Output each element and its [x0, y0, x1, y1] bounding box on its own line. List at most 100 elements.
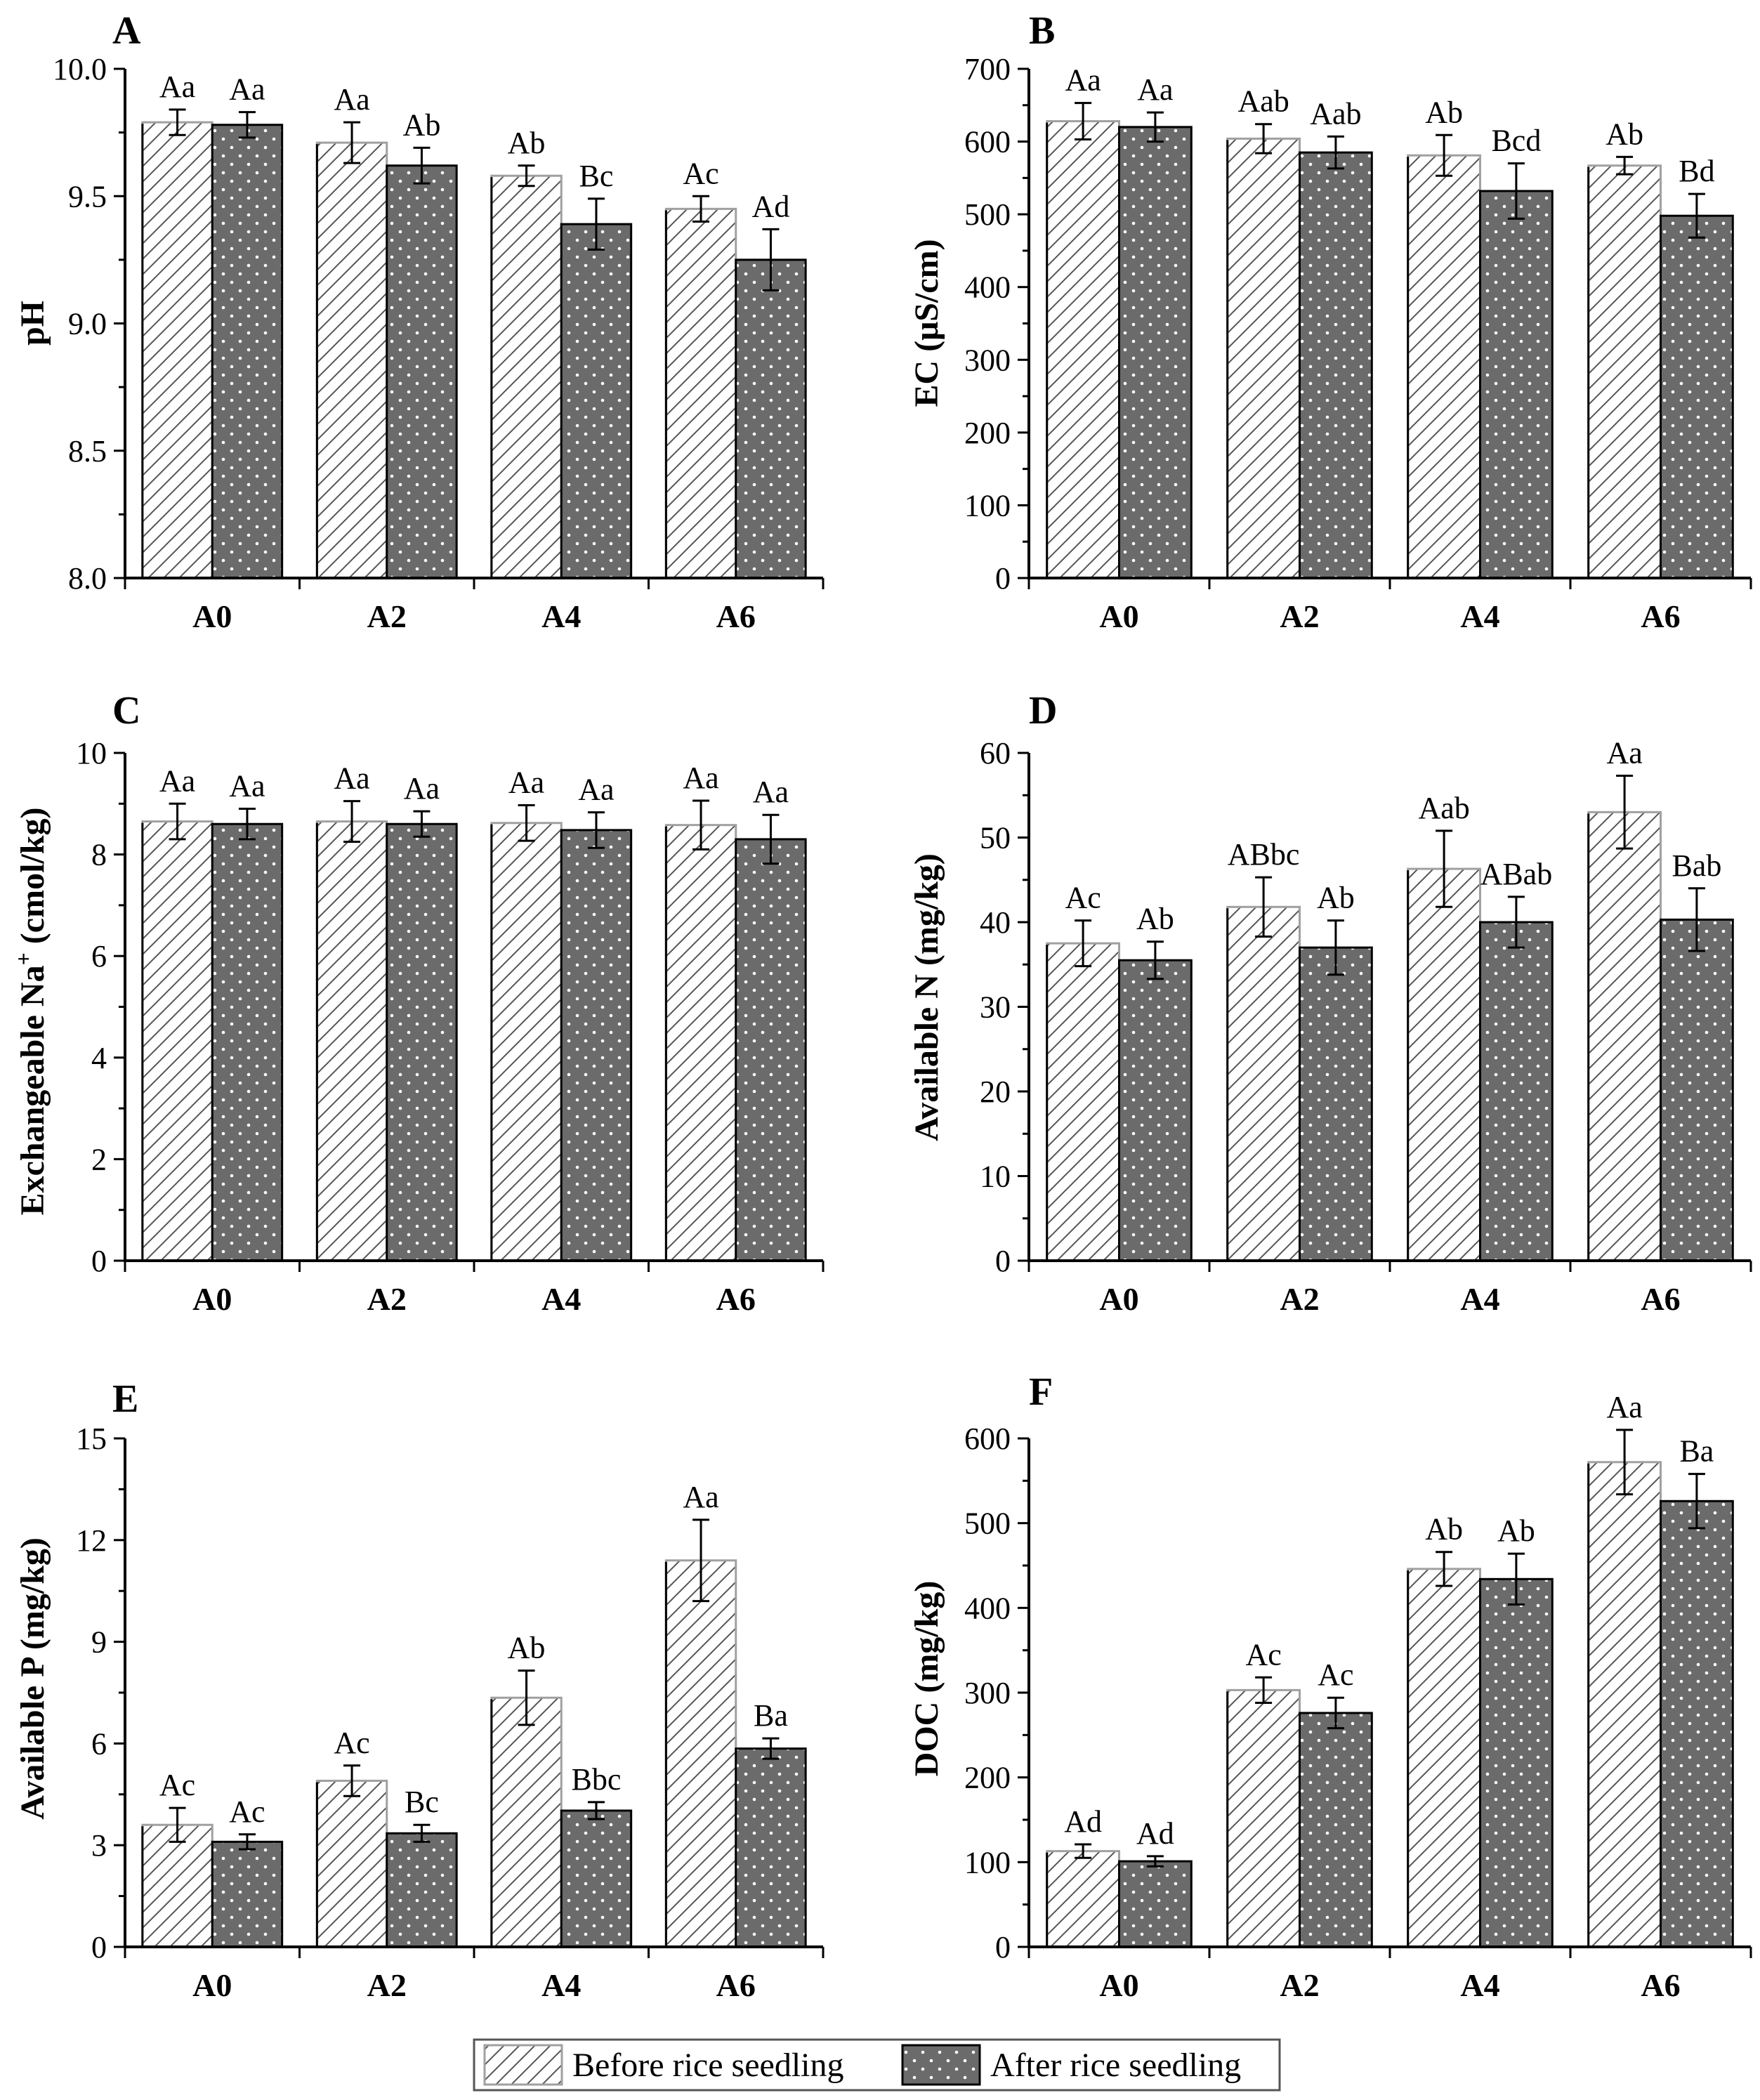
- significance-letter: Aa: [229, 769, 265, 803]
- y-tick-label: 0: [91, 1930, 107, 1964]
- significance-letter: Ba: [1679, 1434, 1714, 1469]
- y-tick-label: 600: [964, 125, 1011, 159]
- y-tick-label: 15: [76, 1422, 107, 1456]
- bar-a0-before: [1046, 1850, 1120, 1948]
- bar-a4-after: [560, 1809, 633, 1948]
- significance-letter: ABbc: [1228, 837, 1300, 872]
- legend-swatch-after: [901, 2044, 981, 2086]
- significance-letter: Bcd: [1491, 124, 1541, 158]
- panel-c: C Exchangeable Na+ (cmol/kg) Aa Aa A0 Aa Aa A…: [11, 689, 825, 1317]
- bar-a0-after: [1118, 959, 1193, 1262]
- y-tick-label: 500: [964, 1507, 1011, 1541]
- bar-a6-after: [735, 258, 807, 579]
- significance-letter: Bc: [405, 1785, 439, 1819]
- significance-letter: Aab: [1237, 84, 1289, 119]
- y-tick-label: 200: [964, 416, 1011, 450]
- significance-letter: Aa: [1137, 72, 1173, 107]
- bar-a2-after: [1299, 151, 1373, 579]
- y-tick-label: 12: [76, 1523, 107, 1558]
- x-tick-label: A4: [541, 598, 581, 634]
- x-tick-label: A2: [1280, 1281, 1319, 1317]
- y-tick-label: 3: [91, 1828, 107, 1863]
- bar-a6-before: [1587, 1461, 1662, 1948]
- significance-letter: Aa: [404, 771, 440, 806]
- panel-letter: D: [1029, 689, 1057, 733]
- significance-letter: Aab: [1310, 96, 1361, 131]
- significance-letter: Ac: [1065, 881, 1101, 915]
- x-tick-label: A4: [1460, 1967, 1499, 2003]
- significance-letter: Aab: [1418, 791, 1469, 825]
- panel-letter: B: [1029, 9, 1055, 53]
- bar-a2-after: [386, 1832, 458, 1948]
- bar-a4-before: [1407, 154, 1481, 579]
- y-tick-label: 300: [964, 1676, 1011, 1710]
- y-tick-label: 700: [964, 52, 1011, 86]
- y-tick-label: 200: [964, 1761, 1011, 1795]
- significance-letter: Ac: [1245, 1637, 1281, 1672]
- panel-letter: E: [112, 1377, 138, 1421]
- bar-a4-after: [560, 223, 633, 579]
- bar-a6-before: [1587, 811, 1662, 1262]
- significance-letter: Aa: [334, 82, 369, 117]
- x-tick-label: A0: [192, 1281, 232, 1317]
- significance-letter: Ac: [229, 1794, 265, 1829]
- panel-e: E Available P (mg/kg) Ac Ac A0 Ac Bc A2 Ab Bbc A…: [14, 1377, 825, 2003]
- y-axis-label: DOC (mg/kg): [908, 1581, 945, 1777]
- y-tick-label: 400: [964, 270, 1011, 305]
- bar-a4-after: [1479, 921, 1554, 1262]
- bar-a4-after: [560, 829, 633, 1262]
- significance-letter: Ab: [1136, 902, 1174, 936]
- bar-a0-after: [1118, 126, 1193, 579]
- y-tick-label: 0: [995, 561, 1011, 596]
- panel-f: F DOC (mg/kg) Ad Ad A0 Ac Ac A2 Ab Ab A4 Aa Ba A6 0 1…: [908, 1370, 1752, 2003]
- bar-a0-after: [1118, 1860, 1193, 1948]
- significance-letter: Ba: [754, 1698, 788, 1733]
- significance-letter: Aa: [334, 761, 369, 796]
- y-tick-label: 500: [964, 197, 1011, 232]
- bar-a2-before: [1226, 137, 1301, 579]
- bar-a4-before: [1407, 1568, 1481, 1948]
- y-tick-label: 6: [91, 939, 107, 973]
- y-axis-label: Exchangeable Na+ (cmol/kg): [11, 808, 51, 1216]
- significance-letter: ABab: [1480, 857, 1553, 891]
- bar-a6-before: [664, 824, 737, 1262]
- panel-a: A pH Aa Aa A0 Aa Ab A2 Ab Bc A4 Ac Ad A6 8.0 8.5 9.0 9.…: [14, 9, 825, 634]
- x-tick-label: A4: [1460, 1281, 1499, 1317]
- bar-a4-before: [490, 1696, 563, 1948]
- x-tick-label: A0: [1099, 1967, 1138, 2003]
- significance-letter: Aa: [159, 70, 195, 104]
- panel-b: B EC (μS/cm) Aa Aa A0 Aab Aab A2 Ab Bcd A4 Ab Bd A6…: [908, 9, 1752, 634]
- x-tick-label: A4: [1460, 598, 1499, 634]
- bar-a0-after: [211, 1840, 284, 1948]
- bar-a6-before: [664, 1559, 737, 1948]
- x-tick-label: A0: [192, 1967, 232, 2003]
- bar-a0-before: [1046, 942, 1120, 1262]
- significance-letter: Ac: [683, 156, 718, 190]
- y-tick-label: 600: [964, 1422, 1011, 1456]
- significance-letter: Bd: [1679, 154, 1714, 188]
- y-tick-label: 10: [76, 736, 107, 770]
- y-tick-label: 40: [980, 905, 1011, 940]
- significance-letter: Aa: [1606, 736, 1642, 770]
- y-tick-label: 20: [980, 1075, 1011, 1109]
- x-tick-label: A2: [367, 1967, 407, 2003]
- bar-a0-after: [211, 822, 284, 1262]
- significance-letter: Ac: [159, 1768, 195, 1802]
- significance-letter: Ad: [1136, 1816, 1174, 1851]
- bar-a2-after: [1299, 946, 1373, 1262]
- significance-letter: Aa: [159, 763, 195, 798]
- y-tick-label: 9.5: [68, 179, 107, 214]
- y-tick-label: 50: [980, 821, 1011, 855]
- bar-a2-before: [315, 141, 388, 579]
- bar-a0-before: [1046, 120, 1120, 579]
- significance-letter: Ab: [508, 126, 546, 160]
- significance-letter: Ab: [1497, 1514, 1535, 1548]
- significance-letter: Ab: [1425, 1512, 1463, 1547]
- legend-label-before: Before rice seedling: [572, 2047, 843, 2084]
- bar-a6-before: [1587, 164, 1662, 579]
- bar-a0-before: [141, 820, 214, 1262]
- bar-a2-after: [1299, 1712, 1373, 1948]
- bar-a6-after: [1660, 214, 1734, 579]
- y-axis-label: pH: [14, 301, 51, 346]
- x-tick-label: A4: [541, 1967, 581, 2003]
